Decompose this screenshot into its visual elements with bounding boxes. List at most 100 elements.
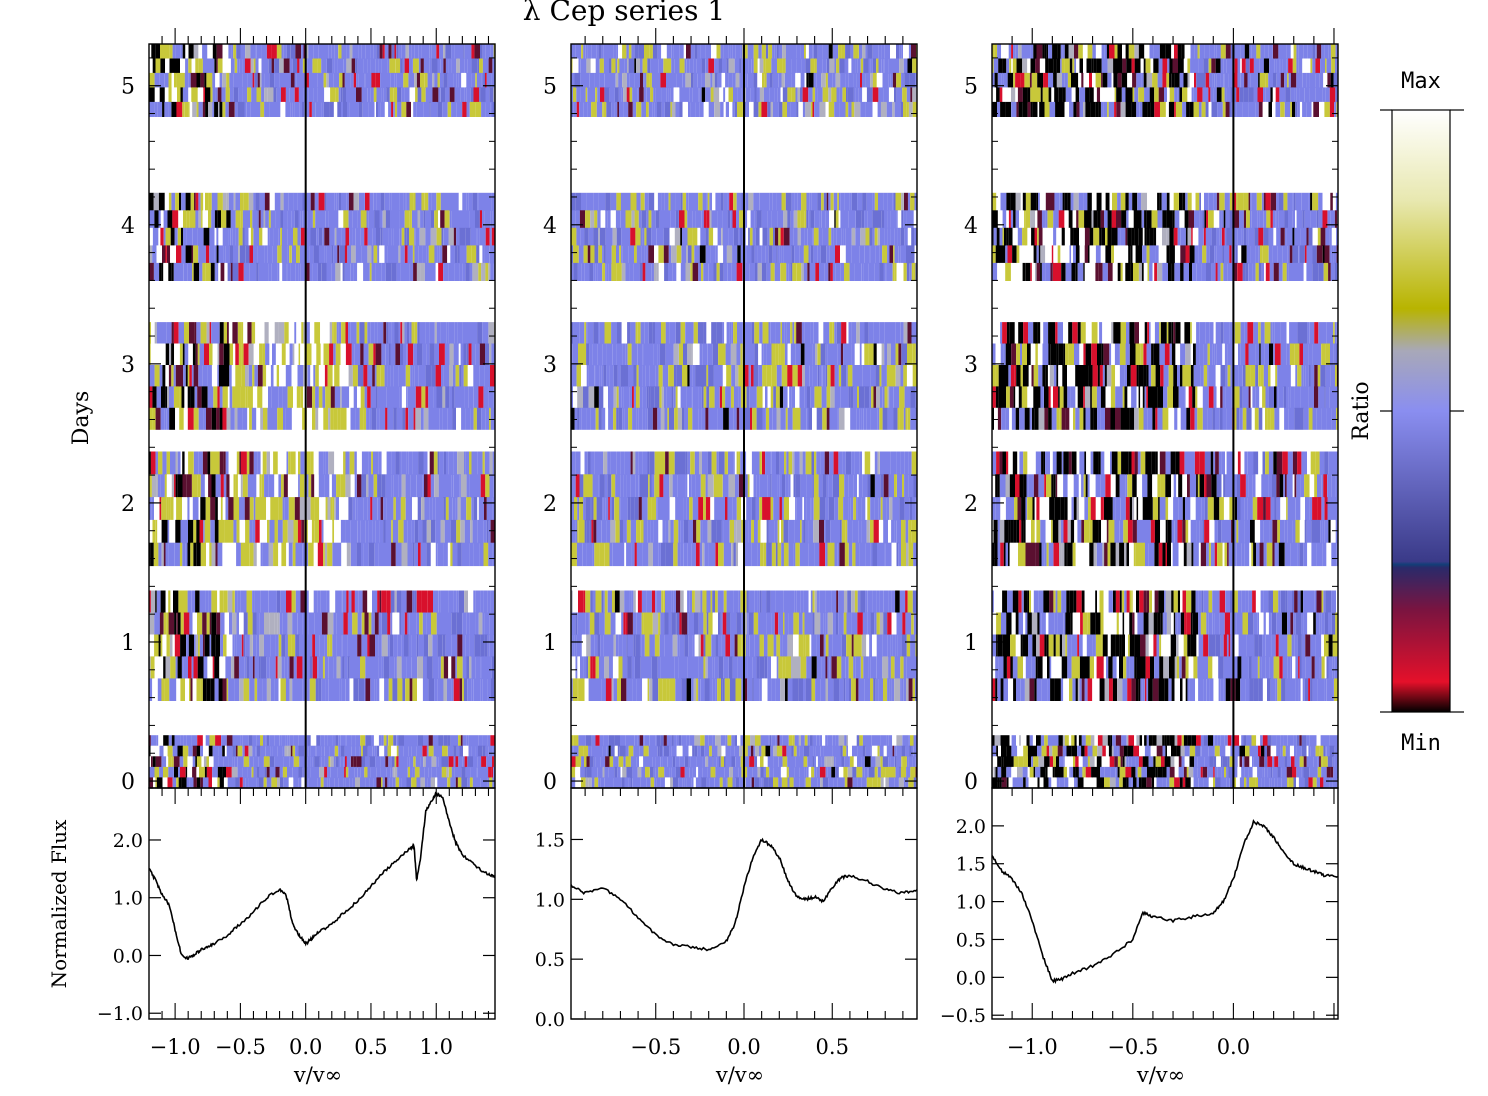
- spectrum-stripe: [150, 590, 156, 614]
- spectrum-stripe: [669, 766, 672, 779]
- spectrum-stripe: [348, 365, 353, 387]
- spectrum-stripe: [776, 407, 781, 430]
- spectrum-stripe: [152, 245, 157, 264]
- spectrum-stripe: [578, 745, 584, 757]
- spectrum-stripe: [218, 365, 225, 387]
- spectrum-stripe: [260, 451, 263, 475]
- spectrum-stripe: [318, 386, 323, 409]
- spectrum-stripe: [596, 497, 603, 521]
- spectrum-stripe: [455, 756, 459, 768]
- spectrum-stripe: [780, 678, 785, 701]
- spectrum-stripe: [586, 407, 591, 430]
- spectrum-stripe: [193, 407, 199, 430]
- spectrum-stripe: [804, 612, 807, 636]
- spectrum-stripe: [257, 245, 262, 264]
- spectrum-stripe: [761, 777, 764, 789]
- spectrum-stripe: [354, 766, 358, 779]
- spectrum-stripe: [402, 407, 406, 430]
- spectrum-stripe: [451, 192, 456, 211]
- spectrum-stripe: [162, 245, 166, 264]
- spectrum-stripe: [200, 542, 206, 567]
- spectrum-stripe: [368, 210, 375, 229]
- spectrum-stripe: [709, 777, 712, 789]
- spectrum-stripe: [440, 192, 444, 211]
- spectrum-stripe: [483, 386, 489, 409]
- spectrum-stripe: [457, 777, 462, 789]
- spectrum-stripe: [848, 474, 854, 498]
- spectrum-stripe: [646, 656, 650, 679]
- spectrum-stripe: [747, 745, 751, 757]
- spectrum-stripe: [370, 58, 376, 74]
- spectrum-stripe: [822, 777, 829, 789]
- spectrum-stripe: [171, 192, 176, 211]
- spectrum-stripe: [683, 542, 688, 567]
- spectrum-stripe: [886, 497, 890, 521]
- spectrum-stripe: [463, 745, 469, 757]
- spectrum-stripe: [353, 72, 357, 88]
- spectrum-stripe: [436, 745, 442, 757]
- spectrum-stripe: [310, 365, 314, 387]
- spectrum-stripe: [838, 590, 844, 614]
- spectrum-stripe: [477, 756, 482, 768]
- spectrum-stripe: [580, 766, 585, 779]
- spectrum-stripe: [665, 519, 669, 544]
- spectrum-stripe: [175, 407, 180, 430]
- spectrum-stripe: [590, 451, 595, 475]
- spectrum-stripe: [229, 474, 234, 498]
- spectrum-stripe: [583, 497, 586, 521]
- spectrum-stripe: [297, 227, 301, 246]
- spectrum-stripe: [222, 678, 227, 701]
- spectrum-stripe: [343, 101, 347, 117]
- spectrum-stripe: [796, 590, 801, 614]
- spectrum-stripe: [690, 451, 695, 475]
- spectrum-stripe: [399, 386, 402, 409]
- spectrum-stripe: [731, 365, 736, 387]
- spectrum-stripe: [399, 210, 405, 229]
- spectrum-stripe: [403, 343, 407, 366]
- spectrum-stripe: [206, 612, 210, 636]
- spectrum-stripe: [633, 590, 636, 614]
- spectrum-stripe: [384, 245, 388, 264]
- spectrum-stripe: [823, 745, 829, 757]
- spectrum-stripe: [413, 386, 416, 409]
- spectrum-stripe: [901, 542, 906, 567]
- spectrum-stripe: [429, 322, 435, 345]
- spectrum-stripe: [365, 656, 368, 679]
- spectrum-stripe: [243, 678, 250, 701]
- spectrum-stripe: [747, 678, 752, 701]
- spectrum-stripe: [253, 756, 259, 768]
- spectrum-stripe: [815, 343, 818, 366]
- spectrum-stripe: [831, 407, 838, 430]
- spectrum-stripe: [338, 210, 344, 229]
- spectrum-stripe: [456, 101, 463, 117]
- spectrum-stripe: [489, 634, 494, 658]
- spectrum-stripe: [582, 542, 587, 567]
- spectrum-stripe: [218, 745, 223, 757]
- spectrum-stripe: [856, 735, 860, 747]
- spectrum-stripe: [703, 497, 706, 521]
- spectrum-stripe: [234, 58, 238, 74]
- spectrum-stripe: [392, 612, 395, 636]
- spectrum-stripe: [349, 101, 354, 117]
- spectrum-stripe: [481, 72, 484, 88]
- spectrum-stripe: [808, 210, 811, 229]
- spectrum-stripe: [826, 386, 831, 409]
- spectrum-stripe: [364, 612, 369, 636]
- spectrum-stripe: [478, 386, 484, 409]
- spectrum-stripe: [475, 474, 481, 498]
- spectrum-stripe: [677, 386, 681, 409]
- spectrum-stripe: [767, 474, 771, 498]
- spectrum-stripe: [891, 590, 896, 614]
- spectrum-stripe: [220, 262, 225, 281]
- spectrum-stripe: [349, 227, 353, 246]
- spectrum-stripe: [604, 777, 610, 789]
- spectrum-stripe: [402, 365, 406, 387]
- spectrum-stripe: [212, 87, 216, 103]
- spectrum-stripe: [389, 58, 396, 74]
- spectrum-stripe: [586, 519, 590, 544]
- spectrum-stripe: [341, 322, 346, 345]
- spectrum-stripe: [374, 678, 377, 701]
- spectrum-stripe: [433, 590, 439, 614]
- spectrum-stripe: [343, 497, 349, 521]
- spectrum-stripe: [390, 72, 395, 88]
